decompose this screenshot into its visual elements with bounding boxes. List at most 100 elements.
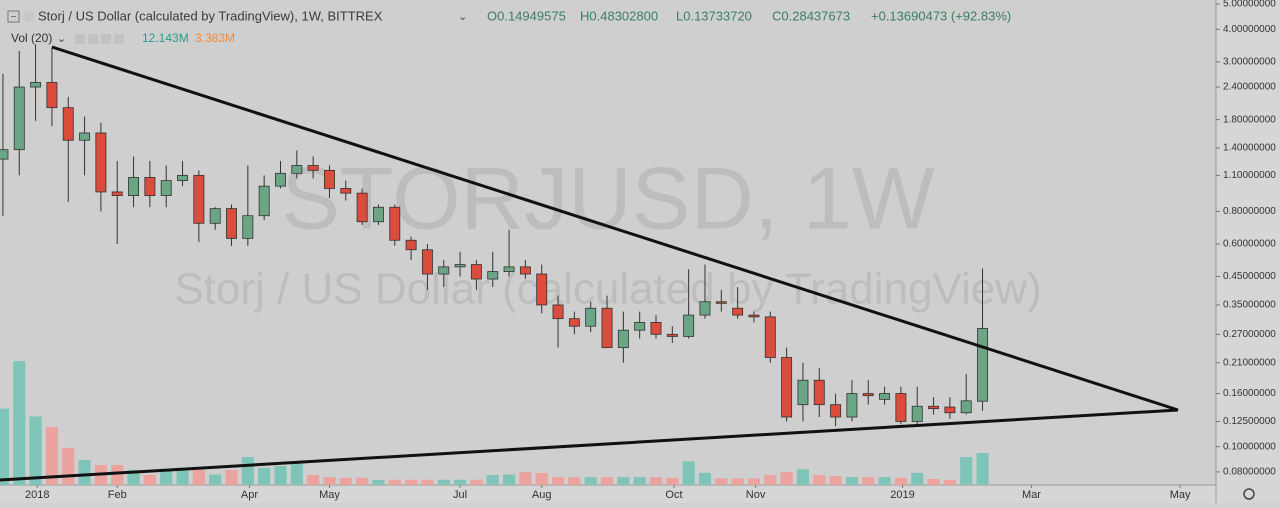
volume-bar	[241, 457, 254, 485]
candle-body	[879, 393, 891, 400]
chart-title[interactable]: Storj / US Dollar (calculated by Trading…	[38, 8, 383, 23]
candle-body	[617, 329, 629, 349]
watermark-subtitle: Storj / US Dollar (calculated by Trading…	[174, 265, 1041, 314]
volume-bar	[486, 474, 499, 485]
volume-bar	[176, 467, 189, 485]
candle-body	[732, 307, 744, 316]
volume-bar	[927, 478, 940, 485]
candle-body	[291, 165, 303, 174]
candle-body	[813, 379, 825, 406]
indicator-icon[interactable]	[114, 34, 124, 44]
y-tick-label: 0.08000000	[1223, 467, 1276, 478]
y-tick-label: 1.10000000	[1223, 170, 1276, 181]
volume-bar	[372, 479, 385, 485]
candle-body	[177, 174, 188, 182]
candle-body	[699, 301, 711, 316]
candle-body	[160, 180, 172, 196]
candle-body	[372, 206, 384, 223]
candle-body	[454, 264, 466, 268]
candle-body	[389, 206, 401, 241]
y-tick-label: 3.00000000	[1223, 56, 1276, 67]
volume-bar	[878, 477, 891, 485]
dropdown-arrow[interactable]: ⌄	[458, 11, 467, 23]
x-tick-label: Feb	[108, 489, 127, 501]
x-tick-label: Aug	[532, 489, 552, 501]
dropdown-arrow[interactable]: ⌄	[57, 33, 66, 45]
volume-bar	[45, 427, 58, 485]
volume-bar	[388, 479, 401, 485]
trend-line	[51, 45, 1179, 412]
candle-body	[307, 165, 319, 171]
candle-body	[324, 169, 335, 189]
legend-open: O0.14949575	[487, 8, 566, 23]
collapse-icon[interactable]	[7, 10, 20, 23]
y-tick-label: 0.27000000	[1223, 329, 1276, 340]
volume-bar	[796, 469, 809, 485]
volume-bar	[454, 479, 467, 485]
volume-bar	[584, 477, 597, 485]
x-tick-label: Apr	[241, 489, 258, 501]
candle-body	[62, 107, 74, 141]
indicator-icon[interactable]	[88, 34, 98, 44]
candle-layer	[0, 44, 988, 427]
x-tick-label: Nov	[746, 489, 766, 501]
candle-body	[128, 177, 140, 196]
volume-bar	[845, 477, 858, 485]
volume-bar	[943, 479, 956, 485]
candle-body	[862, 393, 874, 397]
volume-bar	[192, 469, 205, 485]
volume-title[interactable]: Vol (20)	[11, 31, 52, 45]
y-tick-label: 0.16000000	[1223, 388, 1276, 399]
volume-bar	[649, 477, 663, 485]
volume-bar	[976, 452, 989, 485]
candle-body	[797, 379, 809, 406]
legend-close: C0.28437673	[772, 8, 850, 23]
volume-bar	[633, 477, 646, 485]
indicator-icon[interactable]	[75, 34, 85, 44]
volume-bar	[960, 457, 973, 485]
y-tick-label: 0.35000000	[1223, 300, 1276, 311]
candle-body	[111, 191, 123, 196]
candle-body	[487, 271, 499, 280]
volume-bar	[862, 477, 875, 485]
volume-bar	[209, 474, 222, 485]
indicator-icon[interactable]	[101, 34, 111, 44]
volume-bar	[437, 479, 450, 485]
candle-body	[0, 149, 9, 160]
candle-body	[13, 86, 25, 151]
volume-ma-value: 3.383M	[195, 31, 235, 45]
volume-bar	[111, 464, 124, 485]
candle-body	[340, 188, 352, 194]
candle-body	[634, 321, 646, 331]
settings-icon[interactable]	[1243, 488, 1255, 500]
volume-bar	[666, 477, 679, 485]
legend-change: +0.13690473 (+92.83%)	[871, 8, 1011, 23]
volume-bar	[78, 459, 91, 485]
candle-body	[193, 174, 205, 224]
price-axis	[1216, 0, 1280, 503]
candle-body	[748, 314, 760, 318]
volume-bar	[258, 467, 271, 485]
candle-body	[421, 249, 433, 275]
volume-bar	[405, 479, 418, 485]
candle-body	[275, 172, 286, 187]
x-tick-label: Oct	[665, 489, 682, 501]
candle-body	[438, 266, 450, 275]
x-tick-label: May	[1170, 489, 1191, 501]
volume-bar	[551, 477, 565, 485]
x-tick-label: 2018	[25, 489, 49, 501]
candle-body	[911, 405, 923, 422]
volume-bar	[568, 477, 581, 485]
candle-body	[470, 264, 482, 280]
volume-bar	[731, 478, 744, 485]
candle-body	[960, 400, 972, 414]
candle-body	[715, 301, 727, 304]
volume-bar	[894, 477, 907, 485]
candle-body	[666, 333, 678, 337]
candle-body	[977, 328, 988, 402]
x-tick-label: Mar	[1022, 489, 1041, 501]
y-tick-label: 1.80000000	[1223, 114, 1276, 125]
candle-body	[503, 266, 515, 272]
settings-icon[interactable]	[1243, 488, 1255, 500]
